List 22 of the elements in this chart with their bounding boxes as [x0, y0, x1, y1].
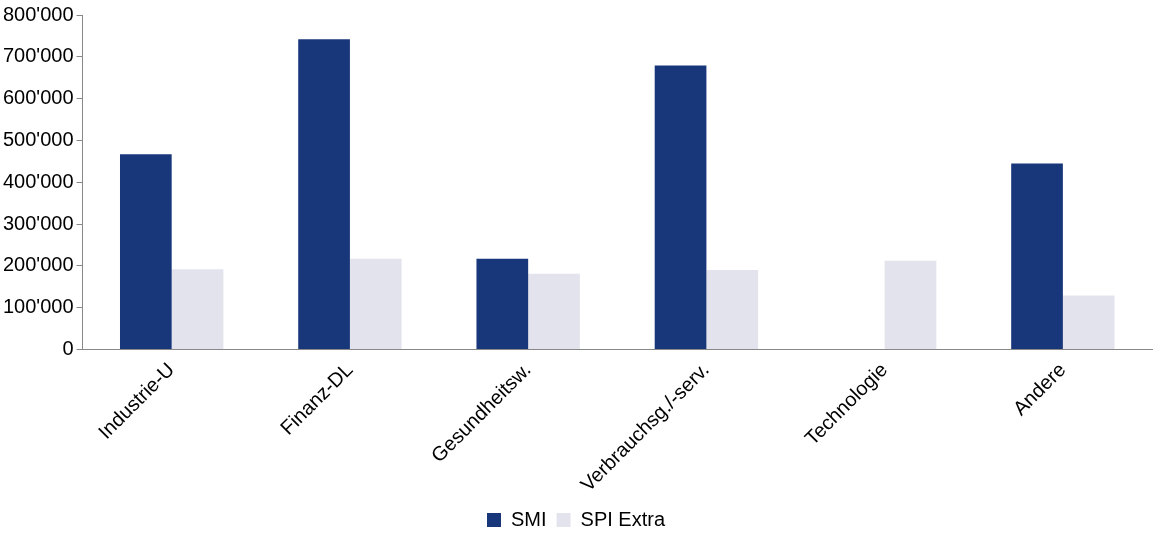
legend-label: SMI: [510, 507, 547, 530]
bar: [884, 260, 937, 349]
bar: [476, 258, 529, 349]
bar: [654, 65, 707, 349]
y-tick-label: 800'000: [2, 2, 74, 25]
y-tick-label: 400'000: [2, 169, 74, 192]
y-tick-label: 700'000: [2, 44, 74, 67]
bar: [119, 154, 172, 349]
bar: [706, 270, 759, 349]
bar: [528, 273, 580, 349]
y-tick-label: 300'000: [2, 211, 74, 234]
bar: [1011, 163, 1063, 349]
bar: [298, 39, 350, 349]
bar: [1062, 295, 1115, 349]
legend-label: SPI Extra: [580, 507, 666, 530]
y-tick-label: 0: [62, 336, 74, 359]
bar: [171, 269, 224, 349]
y-tick-label: 200'000: [2, 253, 74, 276]
y-tick-label: 600'000: [2, 86, 74, 109]
bar: [349, 258, 402, 349]
y-tick-label: 100'000: [2, 295, 74, 318]
y-tick-label: 500'000: [2, 127, 74, 150]
